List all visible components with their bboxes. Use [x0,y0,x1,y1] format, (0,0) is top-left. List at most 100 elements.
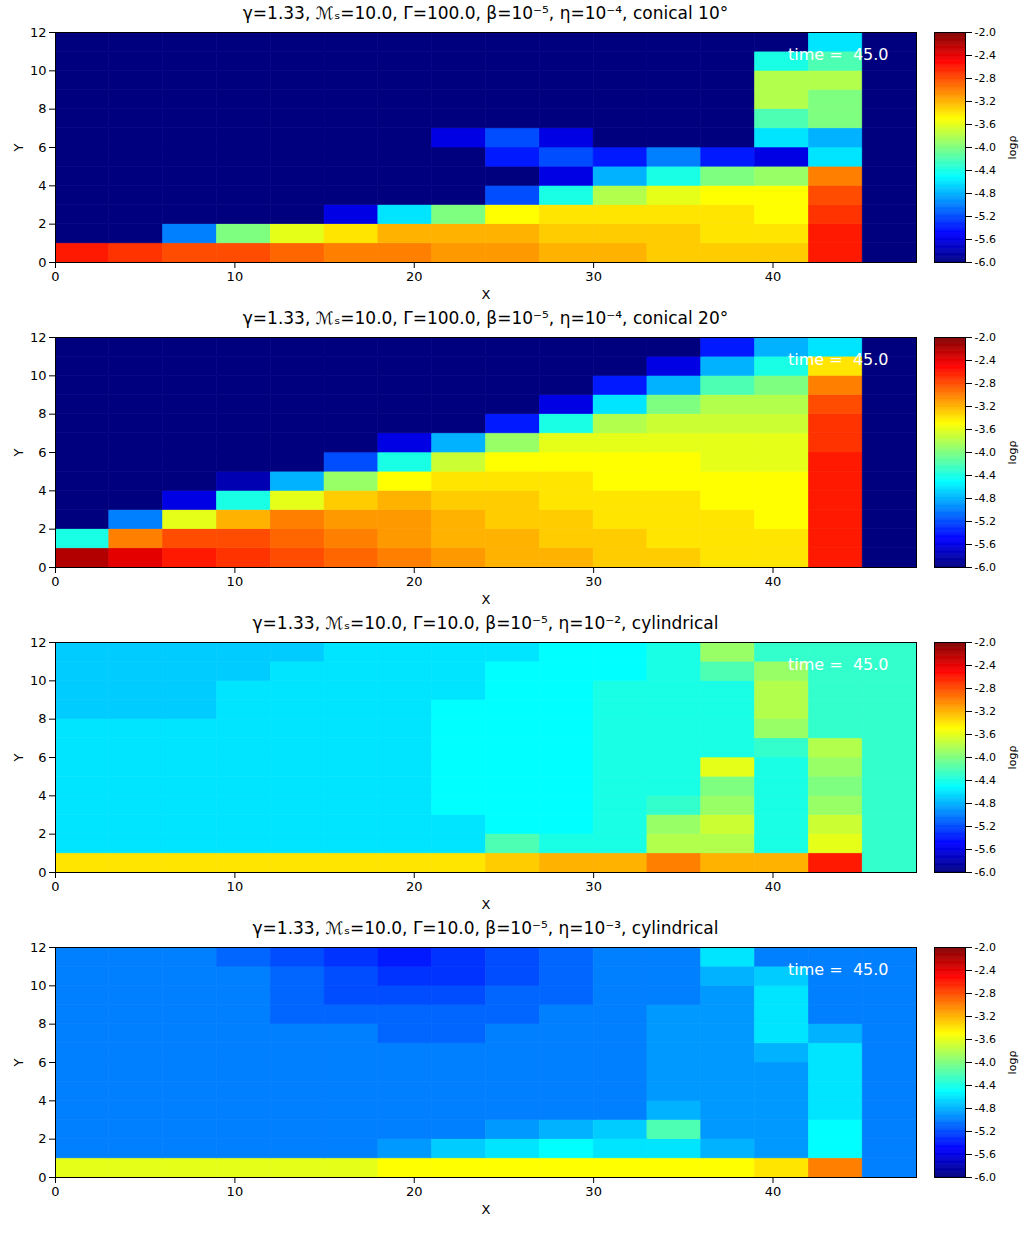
svg-text:logρ: logρ [1006,1051,1019,1075]
svg-text:-4.0: -4.0 [975,1056,996,1069]
svg-text:-4.8: -4.8 [975,797,996,810]
svg-text:time = 45.0: time = 45.0 [788,960,888,979]
svg-text:10: 10 [227,574,244,589]
svg-text:-2.4: -2.4 [975,964,996,977]
svg-text:-5.2: -5.2 [975,820,996,833]
svg-text:Y: Y [11,1058,26,1067]
svg-text:0: 0 [38,255,46,270]
svg-text:40: 40 [765,1184,782,1199]
svg-text:40: 40 [765,269,782,284]
svg-text:0: 0 [38,560,46,575]
svg-text:Y: Y [11,448,26,457]
svg-text:-4.8: -4.8 [975,1102,996,1115]
svg-text:0: 0 [51,574,59,589]
svg-text:6: 6 [38,140,46,155]
svg-text:-5.2: -5.2 [975,210,996,223]
svg-text:-3.6: -3.6 [975,1033,996,1046]
svg-text:-2.4: -2.4 [975,354,996,367]
svg-text:4: 4 [38,1093,46,1108]
svg-text:10: 10 [30,368,47,383]
svg-text:-3.2: -3.2 [975,1010,996,1023]
svg-text:-3.2: -3.2 [975,95,996,108]
svg-text:20: 20 [406,1184,423,1199]
svg-text:0: 0 [38,865,46,880]
svg-text:-3.2: -3.2 [975,705,996,718]
svg-text:-5.2: -5.2 [975,515,996,528]
svg-text:-2.8: -2.8 [975,72,996,85]
svg-text:-4.4: -4.4 [975,469,996,482]
svg-text:-2.4: -2.4 [975,49,996,62]
svg-text:X: X [482,1202,491,1217]
svg-text:-4.4: -4.4 [975,164,996,177]
svg-text:-5.2: -5.2 [975,1125,996,1138]
svg-text:-2.0: -2.0 [975,331,996,344]
svg-text:-2.0: -2.0 [975,26,996,39]
svg-text:0: 0 [38,1170,46,1185]
svg-text:-5.6: -5.6 [975,538,996,551]
svg-text:0: 0 [51,1184,59,1199]
svg-text:time = 45.0: time = 45.0 [788,45,888,64]
svg-text:20: 20 [406,269,423,284]
svg-text:logρ: logρ [1006,136,1019,160]
svg-text:30: 30 [585,1184,602,1199]
svg-text:logρ: logρ [1006,746,1019,770]
svg-text:8: 8 [38,711,46,726]
svg-text:X: X [482,592,491,607]
svg-text:logρ: logρ [1006,441,1019,465]
svg-text:12: 12 [30,25,47,40]
svg-text:12: 12 [30,940,47,955]
svg-text:-2.4: -2.4 [975,659,996,672]
svg-text:20: 20 [406,574,423,589]
svg-text:-5.6: -5.6 [975,843,996,856]
svg-text:2: 2 [38,216,46,231]
svg-text:-2.8: -2.8 [975,377,996,390]
svg-text:4: 4 [38,178,46,193]
svg-text:2: 2 [38,1131,46,1146]
svg-text:-4.4: -4.4 [975,774,996,787]
svg-text:2: 2 [38,826,46,841]
svg-text:Y: Y [11,143,26,152]
svg-text:-4.0: -4.0 [975,141,996,154]
svg-text:30: 30 [585,574,602,589]
svg-text:-2.0: -2.0 [975,941,996,954]
svg-text:-4.8: -4.8 [975,492,996,505]
svg-text:X: X [482,897,491,912]
svg-text:-6.0: -6.0 [975,1171,996,1184]
svg-text:40: 40 [765,574,782,589]
svg-text:40: 40 [765,879,782,894]
svg-text:-6.0: -6.0 [975,866,996,879]
svg-text:30: 30 [585,269,602,284]
svg-text:-3.6: -3.6 [975,118,996,131]
svg-text:10: 10 [30,978,47,993]
svg-text:6: 6 [38,1055,46,1070]
svg-text:-6.0: -6.0 [975,256,996,269]
svg-text:-2.0: -2.0 [975,636,996,649]
svg-text:8: 8 [38,1016,46,1031]
svg-text:X: X [482,287,491,302]
svg-text:-3.2: -3.2 [975,400,996,413]
svg-text:Y: Y [11,753,26,762]
svg-text:0: 0 [51,269,59,284]
svg-text:6: 6 [38,445,46,460]
svg-text:4: 4 [38,788,46,803]
svg-text:-2.8: -2.8 [975,682,996,695]
svg-text:-4.0: -4.0 [975,446,996,459]
svg-text:time = 45.0: time = 45.0 [788,350,888,369]
svg-text:2: 2 [38,521,46,536]
svg-text:10: 10 [30,673,47,688]
svg-text:-6.0: -6.0 [975,561,996,574]
svg-text:20: 20 [406,879,423,894]
svg-text:-5.6: -5.6 [975,1148,996,1161]
svg-text:-4.4: -4.4 [975,1079,996,1092]
svg-text:-2.8: -2.8 [975,987,996,1000]
svg-text:8: 8 [38,406,46,421]
svg-text:-3.6: -3.6 [975,423,996,436]
svg-text:12: 12 [30,635,47,650]
svg-text:10: 10 [227,879,244,894]
svg-text:10: 10 [227,1184,244,1199]
svg-text:-5.6: -5.6 [975,233,996,246]
svg-text:-4.0: -4.0 [975,751,996,764]
svg-text:6: 6 [38,750,46,765]
svg-text:-4.8: -4.8 [975,187,996,200]
svg-text:-3.6: -3.6 [975,728,996,741]
